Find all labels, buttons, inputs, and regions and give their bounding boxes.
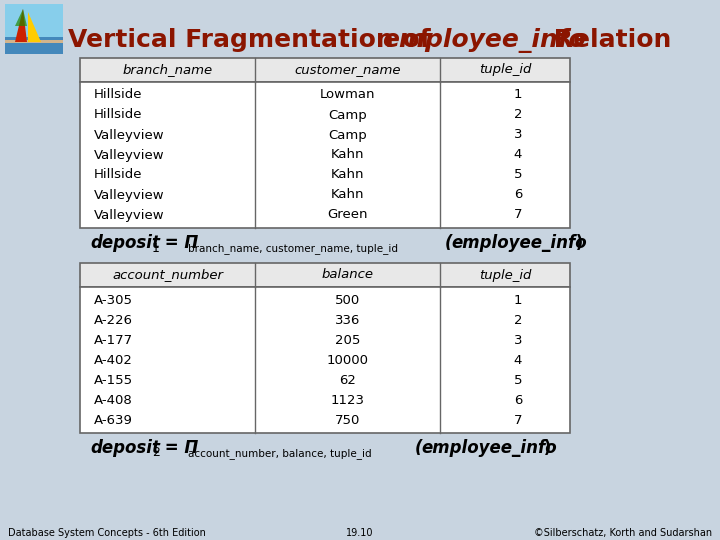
Text: Valleyview: Valleyview — [94, 188, 165, 201]
Text: 3: 3 — [514, 129, 522, 141]
Text: A-226: A-226 — [94, 314, 133, 327]
Text: deposit: deposit — [90, 234, 160, 252]
Text: 4: 4 — [514, 148, 522, 161]
Text: 1123: 1123 — [330, 394, 364, 407]
Text: Valleyview: Valleyview — [94, 148, 165, 161]
Text: 1: 1 — [514, 294, 522, 307]
Text: Camp: Camp — [328, 129, 367, 141]
Text: Vertical Fragmentation of: Vertical Fragmentation of — [68, 28, 439, 52]
Text: 3: 3 — [514, 334, 522, 347]
Text: Lowman: Lowman — [320, 89, 375, 102]
Text: Green: Green — [328, 208, 368, 221]
Text: ): ) — [570, 234, 583, 252]
Text: tuple_id: tuple_id — [479, 268, 531, 281]
Text: employee_info: employee_info — [382, 28, 586, 53]
Text: Valleyview: Valleyview — [94, 129, 165, 141]
Text: Hillside: Hillside — [94, 168, 143, 181]
Text: 750: 750 — [335, 414, 360, 427]
Polygon shape — [28, 12, 41, 42]
Text: Valleyview: Valleyview — [94, 208, 165, 221]
Text: Kahn: Kahn — [330, 188, 364, 201]
Text: (: ( — [415, 439, 423, 457]
Bar — [80, 82, 570, 228]
Text: 5: 5 — [514, 168, 522, 181]
Text: branch_name, customer_name, tuple_id: branch_name, customer_name, tuple_id — [188, 244, 398, 254]
Text: employee_info: employee_info — [421, 439, 557, 457]
Text: 19.10: 19.10 — [346, 528, 374, 538]
Text: A-408: A-408 — [94, 394, 132, 407]
Text: tuple_id: tuple_id — [479, 64, 531, 77]
Text: customer_name: customer_name — [294, 64, 401, 77]
Text: account_number: account_number — [112, 268, 223, 281]
Text: A-177: A-177 — [94, 334, 133, 347]
Text: 1: 1 — [152, 241, 160, 254]
Text: Relation: Relation — [545, 28, 671, 52]
Text: = Π: = Π — [159, 234, 198, 252]
Text: 336: 336 — [335, 314, 360, 327]
Text: Kahn: Kahn — [330, 168, 364, 181]
Text: deposit: deposit — [90, 439, 160, 457]
Text: Hillside: Hillside — [94, 89, 143, 102]
Text: 2: 2 — [514, 314, 522, 327]
Text: balance: balance — [322, 268, 374, 281]
Text: = Π: = Π — [159, 439, 198, 457]
Text: ): ) — [538, 439, 552, 457]
Text: 5: 5 — [514, 374, 522, 387]
Text: 6: 6 — [514, 188, 522, 201]
Text: 62: 62 — [339, 374, 356, 387]
Bar — [80, 287, 570, 433]
Text: A-639: A-639 — [94, 414, 133, 427]
Polygon shape — [15, 9, 27, 42]
Bar — [5, 37, 63, 54]
Text: Hillside: Hillside — [94, 109, 143, 122]
Text: account_number, balance, tuple_id: account_number, balance, tuple_id — [188, 449, 372, 460]
Text: Database System Concepts - 6th Edition: Database System Concepts - 6th Edition — [8, 528, 206, 538]
Text: A-305: A-305 — [94, 294, 133, 307]
Text: branch_name: branch_name — [122, 64, 212, 77]
Bar — [80, 263, 570, 287]
Text: A-402: A-402 — [94, 354, 133, 367]
Text: 2: 2 — [514, 109, 522, 122]
Text: 500: 500 — [335, 294, 360, 307]
Text: A-155: A-155 — [94, 374, 133, 387]
Polygon shape — [15, 9, 27, 26]
Text: Camp: Camp — [328, 109, 367, 122]
Text: employee_info: employee_info — [451, 234, 587, 252]
Text: 7: 7 — [514, 208, 522, 221]
Bar — [5, 4, 63, 54]
Text: 10000: 10000 — [326, 354, 369, 367]
Text: 1: 1 — [514, 89, 522, 102]
Text: Kahn: Kahn — [330, 148, 364, 161]
Text: (: ( — [445, 234, 453, 252]
Bar — [5, 40, 63, 43]
Text: 4: 4 — [514, 354, 522, 367]
Text: 6: 6 — [514, 394, 522, 407]
Text: 2: 2 — [152, 447, 160, 460]
Text: ©Silberschatz, Korth and Sudarshan: ©Silberschatz, Korth and Sudarshan — [534, 528, 712, 538]
Text: 205: 205 — [335, 334, 360, 347]
Text: 7: 7 — [514, 414, 522, 427]
Bar — [80, 58, 570, 82]
